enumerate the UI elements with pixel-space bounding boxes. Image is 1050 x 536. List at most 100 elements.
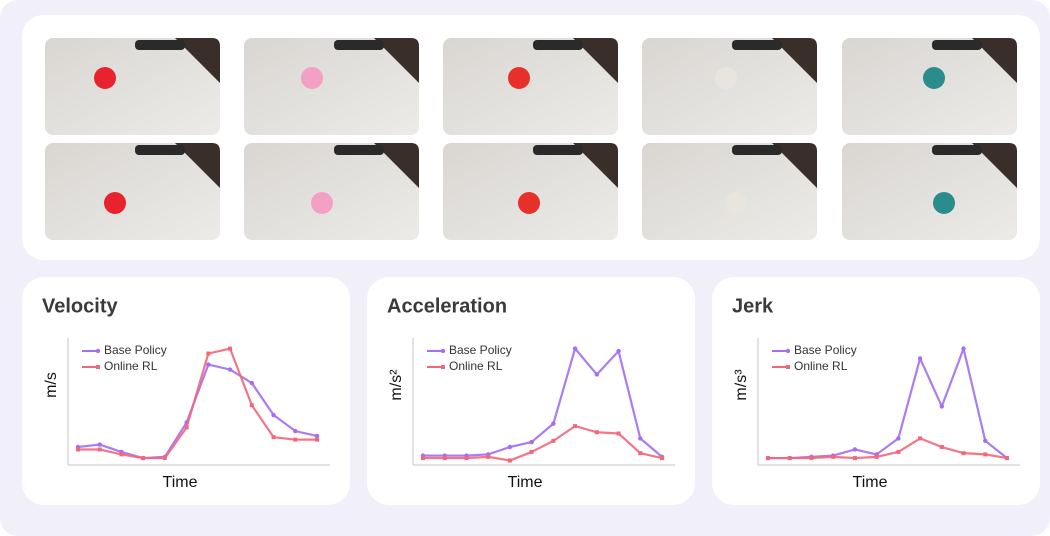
data-point	[896, 449, 901, 454]
data-point	[787, 456, 792, 461]
robot-arm	[732, 145, 782, 155]
legend-marker	[96, 365, 100, 369]
robot-arm	[334, 40, 384, 50]
robot-arm	[533, 145, 583, 155]
object	[923, 67, 945, 89]
data-point	[529, 439, 534, 445]
data-point	[464, 456, 469, 461]
photo	[244, 143, 419, 240]
data-point	[638, 451, 643, 456]
robot-arm	[334, 145, 384, 155]
data-point	[572, 346, 578, 351]
chart-title: Jerk	[732, 295, 774, 317]
legend-label: Online RL	[104, 359, 158, 373]
data-point	[141, 456, 146, 461]
data-point	[228, 346, 233, 351]
data-point	[249, 403, 254, 408]
robot-arm	[732, 40, 782, 50]
data-point	[76, 447, 80, 452]
photo	[45, 38, 220, 135]
x-axis-label: Time	[163, 474, 198, 491]
data-point	[162, 456, 167, 461]
data-point	[551, 438, 556, 443]
data-point	[616, 348, 621, 354]
data-point	[293, 428, 298, 434]
object	[301, 67, 323, 89]
data-point	[874, 454, 879, 459]
object	[518, 192, 540, 214]
data-point	[119, 452, 124, 457]
data-point	[896, 436, 901, 441]
legend-marker	[441, 365, 445, 369]
data-point	[249, 380, 255, 386]
data-point	[594, 372, 600, 377]
data-point	[616, 431, 621, 436]
data-point	[551, 421, 556, 426]
y-axis-label: m/s³	[733, 369, 750, 401]
legend-marker	[785, 348, 791, 354]
photo	[45, 143, 220, 240]
data-point	[918, 436, 923, 441]
chart-card	[712, 277, 1040, 505]
data-point	[766, 456, 770, 461]
series-line	[78, 347, 317, 460]
object	[104, 192, 126, 214]
y-axis-label: m/s	[43, 372, 60, 398]
data-point	[809, 456, 814, 461]
photo-bg	[244, 143, 419, 240]
legend-label: Base Policy	[104, 343, 167, 357]
legend-label: Online RL	[794, 359, 848, 373]
photo-bg	[443, 38, 618, 135]
robot-arm	[135, 40, 185, 50]
photo-grid	[45, 38, 1017, 240]
series-line	[423, 347, 663, 458]
data-point	[961, 451, 966, 456]
data-point	[660, 456, 664, 461]
data-point	[315, 437, 319, 442]
data-point	[573, 424, 578, 429]
data-point	[97, 442, 102, 447]
x-axis-label: Time	[853, 474, 888, 491]
data-point	[314, 433, 320, 439]
chart-title: Velocity	[42, 295, 118, 317]
data-point	[852, 456, 857, 461]
photo-bg	[45, 38, 220, 135]
robot-arm	[932, 40, 982, 50]
series-line	[768, 437, 1008, 460]
photo-shadow	[772, 38, 817, 83]
data-point	[831, 454, 836, 459]
data-point	[293, 437, 298, 442]
robot-arm	[533, 40, 583, 50]
data-point	[983, 452, 988, 457]
data-point	[97, 447, 102, 452]
data-point	[961, 346, 966, 351]
photo	[443, 38, 618, 135]
chart-title: Acceleration	[387, 295, 507, 317]
photo-bg	[45, 143, 220, 240]
photo-shadow	[175, 143, 220, 188]
photo-bg	[443, 143, 618, 240]
legend-marker	[786, 365, 790, 369]
photo	[443, 143, 618, 240]
data-point	[594, 430, 599, 435]
legend-label: Online RL	[449, 359, 503, 373]
object	[311, 192, 333, 214]
legend-label: Base Policy	[449, 343, 512, 357]
legend-marker	[440, 348, 446, 354]
chart-card	[367, 277, 695, 505]
data-point	[442, 456, 447, 461]
photo	[842, 38, 1017, 135]
series-line	[423, 425, 663, 462]
object	[94, 67, 116, 89]
object	[725, 192, 747, 214]
data-point	[507, 458, 512, 463]
data-point	[529, 449, 534, 454]
photo	[642, 143, 817, 240]
photo-shadow	[175, 38, 220, 83]
data-point	[271, 412, 276, 418]
y-axis-label: m/s²	[388, 369, 405, 401]
photo-shadow	[573, 143, 618, 188]
data-point	[507, 444, 513, 450]
data-point	[939, 445, 944, 450]
